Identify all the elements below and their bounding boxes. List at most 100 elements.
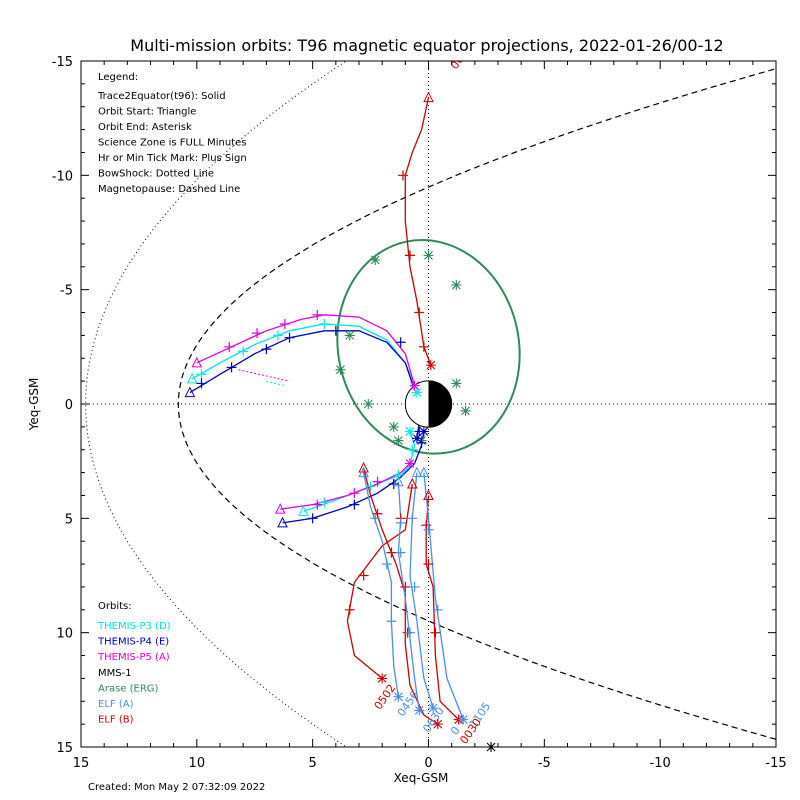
x-tick-label: -10 bbox=[650, 756, 671, 771]
orbit-line bbox=[282, 431, 425, 524]
arase-marker bbox=[363, 399, 374, 409]
orbit-line bbox=[280, 463, 411, 510]
short-segment bbox=[266, 380, 286, 387]
y-tick-label: 15 bbox=[56, 741, 73, 756]
axes: 15 10 5 0 -5 -10 -15 -15 -10 -5 0 5 10 15 bbox=[52, 55, 787, 771]
tick-mark-plus bbox=[398, 170, 409, 181]
tick-mark-plus bbox=[312, 499, 323, 510]
orbit-start-triangle bbox=[423, 91, 434, 103]
orbit-start-triangle bbox=[186, 372, 198, 384]
tick-mark-plus bbox=[421, 520, 432, 531]
orbit-legend-item: THEMIS-P3 (D) bbox=[97, 621, 171, 632]
x-tick-label: 15 bbox=[73, 756, 90, 771]
orbit-end-asterisk bbox=[409, 380, 420, 391]
orbit-line bbox=[346, 483, 413, 679]
created-timestamp: Created: Mon May 2 07:32:09 2022 bbox=[88, 782, 265, 793]
arase-marker bbox=[451, 378, 462, 389]
x-tick-label: -15 bbox=[765, 756, 786, 771]
tick-mark-plus bbox=[224, 341, 235, 352]
y-tick-label: -15 bbox=[52, 55, 73, 70]
orbit-legend-item: THEMIS-P5 (A) bbox=[97, 652, 170, 663]
tick-mark-plus bbox=[423, 559, 434, 570]
tick-mark-plus bbox=[393, 469, 404, 480]
arase-marker bbox=[460, 405, 471, 416]
orbit-end-asterisk bbox=[411, 387, 422, 398]
orbit-end-asterisk bbox=[418, 426, 429, 437]
orbit-end-asterisk bbox=[428, 703, 439, 714]
tick-mark-plus bbox=[358, 570, 369, 581]
x-tick-label: 10 bbox=[189, 756, 206, 771]
y-tick-label: -5 bbox=[60, 284, 73, 299]
orbit-end-asterisk bbox=[393, 691, 404, 702]
tick-mark-plus bbox=[349, 488, 360, 499]
orbit-start-triangle bbox=[277, 516, 288, 528]
tick-mark-plus bbox=[252, 328, 263, 339]
tick-mark-plus bbox=[381, 559, 392, 570]
tick-mark-plus bbox=[238, 346, 249, 357]
tick-mark-plus bbox=[430, 627, 441, 638]
orbit-start-triangle bbox=[393, 475, 404, 487]
tick-mark-plus bbox=[196, 378, 207, 389]
orbit-start-triangle bbox=[411, 466, 423, 478]
tick-mark-plus bbox=[395, 337, 406, 348]
y-axis-label: Yeq-GSM bbox=[27, 378, 41, 432]
chart-title: Multi-mission orbits: T96 magnetic equat… bbox=[130, 36, 723, 55]
orbits-legend: Orbits: THEMIS-P3 (D) THEMIS-P4 (E) THEMIS-… bbox=[97, 601, 171, 726]
arase-marker bbox=[344, 330, 355, 341]
orbit-line bbox=[425, 495, 460, 721]
tick-mark-plus bbox=[312, 309, 323, 320]
tick-mark-plus bbox=[432, 604, 443, 615]
tick-mark-plus bbox=[407, 513, 418, 524]
arase-marker bbox=[388, 421, 399, 432]
earth-night-side bbox=[428, 380, 452, 428]
tick-mark-plus bbox=[261, 344, 272, 355]
tick-mark-plus bbox=[423, 524, 434, 535]
tick-mark-plus bbox=[319, 318, 330, 329]
x-tick-label: -5 bbox=[538, 756, 551, 771]
orbit-end-asterisk bbox=[458, 714, 469, 725]
orbit-start-triangle bbox=[191, 356, 203, 368]
orbit-end-asterisk bbox=[432, 719, 443, 730]
orbit-line bbox=[423, 472, 464, 720]
tick-mark-plus bbox=[418, 341, 429, 352]
orbit-end-asterisk bbox=[414, 705, 425, 716]
tick-mark-plus bbox=[386, 547, 397, 558]
orbit-start-triangle bbox=[423, 489, 434, 500]
tick-mark-plus bbox=[196, 369, 207, 380]
tick-mark-plus bbox=[395, 517, 406, 528]
orbit-start-triangle bbox=[358, 461, 369, 473]
orbit-line bbox=[397, 481, 420, 711]
tick-mark-plus bbox=[279, 318, 290, 329]
y-tick-label: 5 bbox=[65, 512, 73, 527]
legend-item: Orbit End: Asterisk bbox=[98, 122, 192, 133]
orbit-start-triangle bbox=[274, 503, 286, 514]
orbit-time-label: 0029 bbox=[448, 41, 475, 71]
legend-item: Hr or Min Tick Mark: Plus Sign bbox=[98, 153, 247, 164]
orbit-end-asterisk bbox=[404, 458, 415, 469]
tick-mark-plus bbox=[372, 508, 383, 519]
tick-mark-plus bbox=[319, 497, 330, 508]
orbit-legend-item: THEMIS-P4 (E) bbox=[97, 637, 169, 648]
tick-mark-plus bbox=[284, 332, 295, 343]
legend-item: Science Zone is FULL Minutes bbox=[98, 138, 247, 149]
orbit-legend-item: Arase (ERG) bbox=[98, 683, 159, 694]
y-tick-label: 10 bbox=[56, 627, 73, 642]
tick-mark-plus bbox=[416, 437, 427, 448]
tick-mark-plus bbox=[395, 547, 406, 558]
legend: Legend: Trace2Equator(t96): Solid Orbit St… bbox=[97, 72, 247, 195]
tick-mark-plus bbox=[414, 307, 425, 318]
orbit-end-asterisk bbox=[425, 360, 436, 371]
orbit-end-asterisk bbox=[411, 433, 422, 444]
tick-mark-plus bbox=[407, 444, 418, 455]
arase-marker bbox=[423, 250, 434, 261]
legend-item: BowShock: Dotted Line bbox=[98, 169, 214, 180]
tick-mark-plus bbox=[307, 513, 318, 524]
tick-mark-plus bbox=[349, 499, 360, 510]
tick-mark-plus bbox=[330, 325, 341, 336]
orbit-legend-item: ELF (A) bbox=[98, 699, 134, 710]
tick-mark-plus bbox=[365, 481, 376, 492]
orbit-start-triangle bbox=[406, 477, 418, 489]
orbit-line bbox=[362, 467, 439, 725]
